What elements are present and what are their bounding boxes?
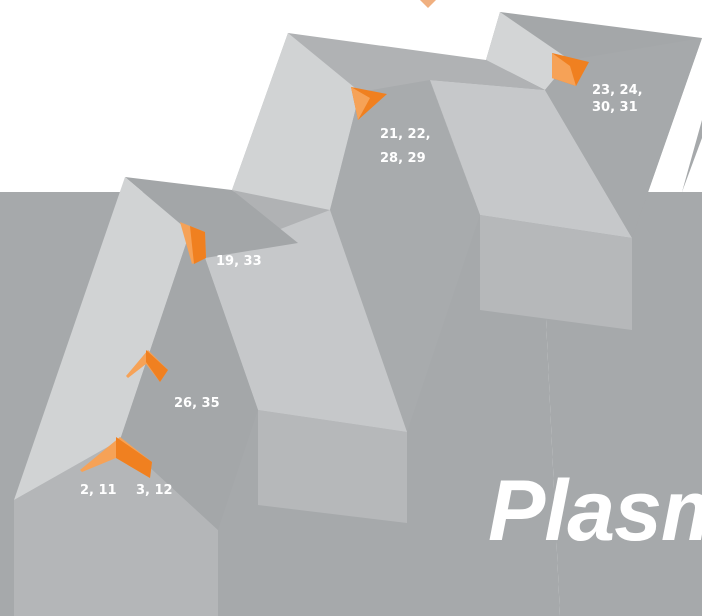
- marker-label-21-22: 21, 22,: [380, 127, 431, 142]
- brand-title: Plasm: [488, 463, 702, 559]
- marker-shape-19-33: [180, 222, 206, 264]
- marker-label-26-35: 26, 35: [174, 396, 220, 411]
- marker-label-30-31: 30, 31: [592, 100, 638, 115]
- roof-section-middle: [205, 33, 545, 523]
- marker-label-3-12: 3, 12: [136, 483, 173, 498]
- marker-label-23-24: 23, 24,: [592, 83, 643, 98]
- top-orange-fragment: [420, 0, 436, 8]
- marker-label-2-11: 2, 11: [80, 483, 117, 498]
- white-notch: [682, 138, 702, 192]
- marker-shape-2-11-3-12: [80, 437, 152, 478]
- marker-label-19-33: 19, 33: [216, 254, 262, 269]
- marker-shape-26-35: [126, 350, 168, 382]
- marker-label-28-29: 28, 29: [380, 151, 426, 166]
- marker-shape-21-22-28-29: [351, 87, 387, 120]
- marker-shape-23-24-30-31: [552, 53, 589, 86]
- roof-section-left: [14, 177, 298, 616]
